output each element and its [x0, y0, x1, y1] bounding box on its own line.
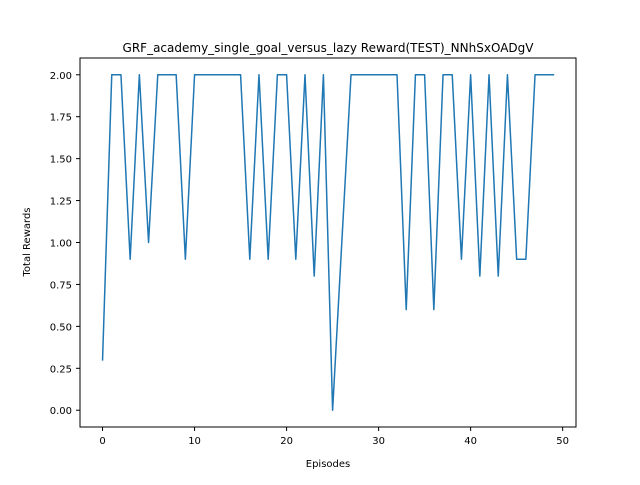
y-tick-label: 0.00 — [50, 406, 72, 417]
series-line-0 — [101, 74, 555, 411]
y-tick-label: 1.50 — [50, 155, 72, 166]
x-axis-ticks: 0 10 20 30 40 50 — [99, 427, 569, 447]
y-tick-label: 1.00 — [50, 239, 72, 250]
x-tick-label: 50 — [556, 436, 569, 447]
y-tick-label: 1.25 — [50, 197, 72, 208]
x-tick-label: 30 — [372, 436, 385, 447]
y-tick-label: 0.25 — [50, 364, 72, 375]
x-tick-label: 0 — [99, 436, 105, 447]
y-tick-label: 0.75 — [50, 280, 72, 291]
y-axis-title: Total Rewards — [22, 208, 33, 278]
y-tick-label: 1.75 — [50, 113, 72, 124]
x-tick-label: 20 — [280, 436, 293, 447]
y-axis-ticks: 0.00 0.25 0.50 0.75 1.00 1.25 1.50 1.75 2.00 — [50, 71, 80, 417]
y-tick-label: 2.00 — [50, 71, 72, 82]
chart-title: GRF_academy_single_goal_versus_lazy Rewa… — [123, 41, 535, 55]
x-tick-label: 10 — [188, 436, 201, 447]
y-tick-label: 0.50 — [50, 322, 72, 333]
x-tick-label: 40 — [464, 436, 477, 447]
x-axis-title: Episodes — [306, 459, 350, 470]
